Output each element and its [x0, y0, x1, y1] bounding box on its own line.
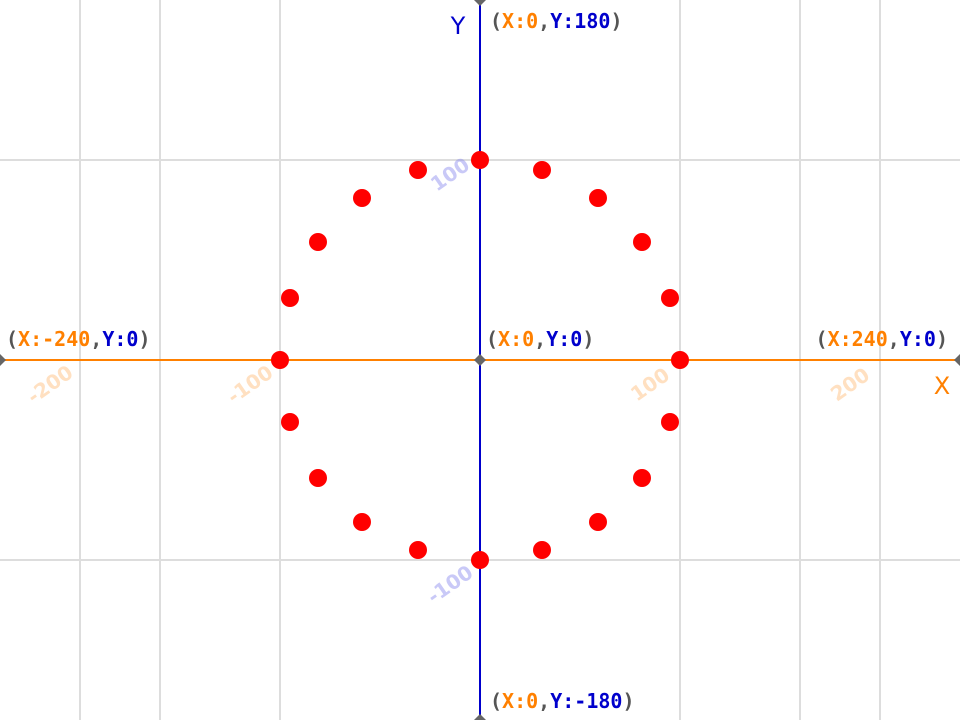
coordinate-label-open-paren: ( [6, 327, 18, 351]
coordinate-label-open-paren: ( [490, 9, 502, 33]
coordinate-label-x-value: X:240 [828, 327, 888, 351]
coordinate-label-close-paren: ) [610, 9, 622, 33]
data-points [271, 151, 689, 569]
data-point [633, 233, 651, 251]
data-point [533, 161, 551, 179]
coordinate-label-x-value: X:0 [502, 9, 538, 33]
coordinate-label-bottom: (X:0,Y:-180) [490, 689, 635, 713]
data-point [309, 469, 327, 487]
data-point [353, 513, 371, 531]
y-axis-name: Y [450, 12, 466, 40]
data-point [409, 161, 427, 179]
coordinate-label-top: (X:0,Y:180) [490, 9, 622, 33]
data-point [533, 541, 551, 559]
coordinate-label-comma: , [888, 327, 900, 351]
coordinate-label-y-value: Y:0 [546, 327, 582, 351]
x-tick-label: -200 [23, 360, 78, 408]
data-point [271, 351, 289, 369]
data-point [409, 541, 427, 559]
coordinate-label-comma: , [90, 327, 102, 351]
y-axis-top-marker [474, 0, 486, 6]
coordinate-label-close-paren: ) [622, 689, 634, 713]
data-point [309, 233, 327, 251]
coordinate-label-open-paren: ( [490, 689, 502, 713]
coordinate-label-comma: , [538, 9, 550, 33]
data-point [281, 289, 299, 307]
data-point [281, 413, 299, 431]
coordinate-label-close-paren: ) [582, 327, 594, 351]
coordinate-label-comma: , [534, 327, 546, 351]
coordinate-label-y-value: Y:-180 [550, 689, 622, 713]
x-axis-right-marker [954, 354, 960, 366]
coordinate-label-close-paren: ) [138, 327, 150, 351]
origin-marker [474, 354, 486, 366]
coordinate-label-open-paren: ( [816, 327, 828, 351]
coordinate-label-right: (X:240,Y:0) [816, 327, 948, 351]
data-point [471, 151, 489, 169]
data-point [661, 289, 679, 307]
coordinate-label-y-value: Y:180 [550, 9, 610, 33]
data-point [671, 351, 689, 369]
y-axis-bottom-marker [474, 714, 486, 720]
y-tick-label: -100 [423, 560, 478, 608]
x-axis-left-marker [0, 354, 6, 366]
data-point [589, 189, 607, 207]
data-point [353, 189, 371, 207]
coordinate-label-comma: , [538, 689, 550, 713]
x-axis-name: X [934, 372, 950, 400]
coordinate-label-open-paren: ( [486, 327, 498, 351]
coordinate-label-x-value: X:0 [498, 327, 534, 351]
coordinate-label-close-paren: ) [936, 327, 948, 351]
data-point [661, 413, 679, 431]
data-point [589, 513, 607, 531]
data-point [471, 551, 489, 569]
coordinate-labels: (X:0,Y:180)(X:0,Y:0)(X:-240,Y:0) (X:240,Y… [6, 9, 948, 713]
x-tick-label: 200 [826, 362, 874, 406]
x-tick-label: 100 [626, 362, 674, 406]
x-tick-label: -100 [223, 360, 278, 408]
coordinate-label-y-value: Y:0 [900, 327, 936, 351]
coordinate-label-left: (X:-240,Y:0) [6, 327, 151, 351]
coordinate-label-origin: (X:0,Y:0) [486, 327, 594, 351]
coordinate-label-x-value: X:0 [502, 689, 538, 713]
coordinate-label-x-value: X:-240 [18, 327, 90, 351]
data-point [633, 469, 651, 487]
coordinate-label-y-value: Y:0 [102, 327, 138, 351]
